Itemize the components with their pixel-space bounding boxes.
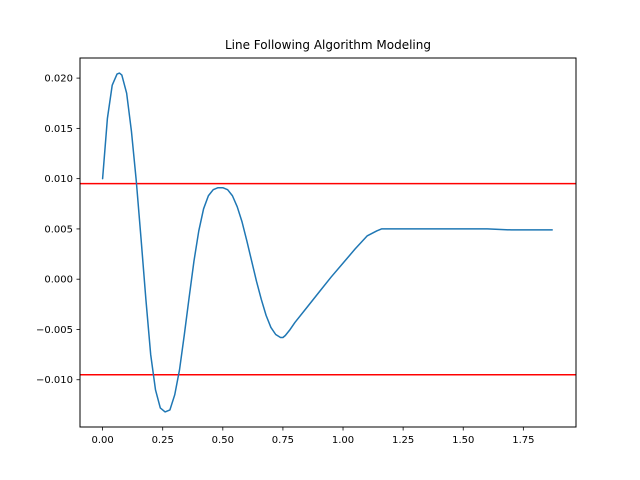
chart-title: Line Following Algorithm Modeling <box>225 38 431 52</box>
x-tick-label: 1.25 <box>392 435 414 446</box>
series-layer <box>101 72 553 413</box>
series-line-0 <box>101 72 553 413</box>
x-tick-label: 0.00 <box>91 435 113 446</box>
x-tick-label: 0.50 <box>212 435 234 446</box>
y-tick-label: 0.005 <box>44 224 73 235</box>
x-tick-label: 0.25 <box>152 435 174 446</box>
y-tick-label: −0.010 <box>36 375 73 386</box>
y-tick-label: −0.005 <box>36 325 73 336</box>
y-tick-label: 0.015 <box>44 124 73 135</box>
y-axis: −0.010 −0.005 0.000 0.005 0.010 0.015 0.020 <box>36 74 80 386</box>
plot-frame <box>79 57 577 428</box>
x-tick-label: 1.00 <box>332 435 354 446</box>
reference-lines <box>80 182 576 376</box>
y-tick-label: 0.020 <box>44 74 73 85</box>
x-axis: 0.00 0.25 0.50 0.75 1.00 1.25 1.50 1.75 <box>91 427 534 446</box>
x-tick-label: 1.50 <box>452 435 474 446</box>
x-tick-label: 0.75 <box>272 435 294 446</box>
x-tick-label: 1.75 <box>512 435 534 446</box>
y-tick-label: 0.000 <box>44 275 73 286</box>
y-tick-label: 0.010 <box>44 174 73 185</box>
